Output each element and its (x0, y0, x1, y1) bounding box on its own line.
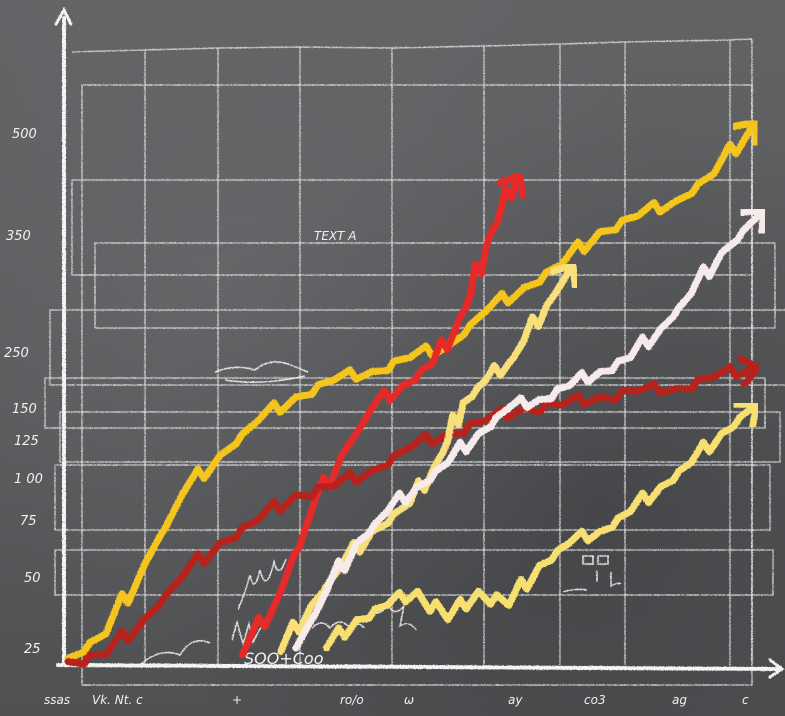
y-tick-label: 350 (6, 229, 31, 244)
y-tick-label: 25 (24, 642, 41, 657)
x-tick-label: c (742, 693, 749, 707)
x-tick-label: ay (508, 693, 523, 707)
series-line (239, 177, 520, 659)
x-tick-label: Vk. Nt. c (92, 693, 143, 707)
y-tick-label: 150 (12, 402, 37, 417)
x-tick-label: ssas (44, 693, 70, 707)
grid (44, 38, 785, 686)
series-line (64, 123, 756, 662)
series-line (64, 363, 756, 668)
series-arrowhead (731, 400, 761, 430)
y-tick-label: 125 (14, 434, 39, 449)
y-tick-labels: 500 350 250 150 125 1 00 75 50 25 (4, 127, 43, 657)
annotation-text: SOO+Coo (244, 649, 324, 668)
y-tick-label: 50 (24, 571, 41, 586)
y-tick-label: 500 (12, 127, 37, 142)
series-line (322, 404, 756, 652)
series-arrowhead (495, 171, 527, 201)
x-tick-label: + (232, 693, 242, 707)
y-tick-label: 1 00 (14, 472, 43, 487)
axes (54, 6, 785, 679)
y-axis-arrowhead (54, 6, 73, 26)
x-tick-label: ag (672, 693, 687, 707)
y-tick-label: 75 (20, 514, 37, 529)
series-line (292, 211, 764, 652)
data-series (64, 118, 768, 668)
series-arrowhead (548, 261, 579, 291)
annotations: TEXT A SOO+Coo (244, 229, 357, 668)
y-tick-label: 250 (4, 346, 29, 361)
series-arrowhead (730, 118, 760, 148)
x-tick-label: ro/o (340, 693, 364, 707)
x-tick-label: co3 (584, 693, 606, 707)
series-arrowhead (738, 206, 768, 236)
x-tick-label: ω (404, 693, 414, 707)
series-arrowhead (734, 354, 762, 389)
x-tick-labels: ssas Vk. Nt. c + ro/o ω ay co3 ag c (44, 693, 749, 707)
annotation-text: TEXT A (314, 229, 357, 243)
x-axis-arrowhead (768, 658, 785, 679)
x-axis (56, 663, 780, 671)
